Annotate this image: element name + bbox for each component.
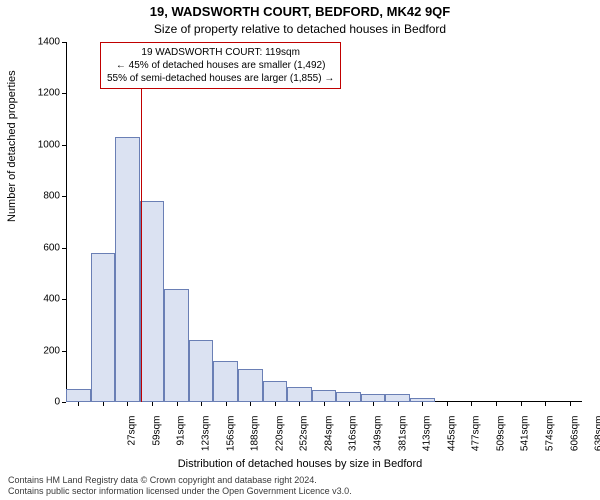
x-tick-mark <box>275 402 276 406</box>
footer-line2: Contains public sector information licen… <box>8 486 352 497</box>
x-tick-mark <box>545 402 546 406</box>
histogram-bar <box>115 137 140 402</box>
y-tick-mark <box>62 93 66 94</box>
x-tick-mark <box>127 402 128 406</box>
y-tick-label: 0 <box>20 397 60 408</box>
property-marker-line <box>141 42 142 402</box>
x-tick-mark <box>152 402 153 406</box>
annotation-line2: ← 45% of detached houses are smaller (1,… <box>107 59 334 72</box>
histogram-bar <box>385 394 410 402</box>
histogram-bar <box>213 361 238 402</box>
y-tick-label: 1000 <box>20 139 60 150</box>
histogram-bar <box>263 381 288 402</box>
x-tick-mark <box>373 402 374 406</box>
x-tick-mark <box>422 402 423 406</box>
plot-region: 020040060080010001200140027sqm59sqm91sqm… <box>66 42 582 402</box>
y-tick-mark <box>62 402 66 403</box>
annotation-box: 19 WADSWORTH COURT: 119sqm ← 45% of deta… <box>100 42 341 89</box>
y-tick-label: 200 <box>20 345 60 356</box>
histogram-bar <box>336 392 361 402</box>
x-tick-mark <box>398 402 399 406</box>
histogram-bar <box>238 369 263 402</box>
x-tick-mark <box>226 402 227 406</box>
footer-line1: Contains HM Land Registry data © Crown c… <box>8 475 352 486</box>
x-axis-label: Distribution of detached houses by size … <box>0 458 600 470</box>
y-tick-mark <box>62 42 66 43</box>
x-tick-mark <box>521 402 522 406</box>
histogram-bar <box>287 387 312 402</box>
y-axis-line <box>66 42 67 402</box>
histogram-bar <box>140 201 165 402</box>
x-tick-mark <box>349 402 350 406</box>
x-tick-mark <box>78 402 79 406</box>
chart-subtitle: Size of property relative to detached ho… <box>0 22 600 36</box>
chart-title: 19, WADSWORTH COURT, BEDFORD, MK42 9QF <box>0 4 600 19</box>
x-tick-mark <box>570 402 571 406</box>
x-tick-mark <box>250 402 251 406</box>
y-axis-label: Number of detached properties <box>6 70 18 222</box>
annotation-line1: 19 WADSWORTH COURT: 119sqm <box>107 46 334 59</box>
y-tick-label: 1200 <box>20 88 60 99</box>
y-tick-label: 800 <box>20 191 60 202</box>
x-tick-mark <box>177 402 178 406</box>
y-tick-mark <box>62 351 66 352</box>
y-tick-mark <box>62 145 66 146</box>
histogram-bar <box>164 289 189 402</box>
y-tick-mark <box>62 299 66 300</box>
x-tick-mark <box>299 402 300 406</box>
y-tick-label: 600 <box>20 242 60 253</box>
histogram-bar <box>91 253 116 402</box>
y-tick-label: 400 <box>20 294 60 305</box>
x-tick-mark <box>324 402 325 406</box>
annotation-line3: 55% of semi-detached houses are larger (… <box>107 72 334 85</box>
y-tick-mark <box>62 248 66 249</box>
histogram-bar <box>66 389 91 402</box>
x-tick-mark <box>471 402 472 406</box>
y-tick-mark <box>62 196 66 197</box>
histogram-bar <box>361 394 386 402</box>
histogram-bar <box>189 340 214 402</box>
y-tick-label: 1400 <box>20 37 60 48</box>
x-tick-mark <box>201 402 202 406</box>
x-tick-mark <box>103 402 104 406</box>
footer: Contains HM Land Registry data © Crown c… <box>8 475 352 498</box>
x-tick-mark <box>496 402 497 406</box>
histogram-bar <box>312 390 337 402</box>
chart-container: 19, WADSWORTH COURT, BEDFORD, MK42 9QF S… <box>0 0 600 500</box>
x-tick-mark <box>447 402 448 406</box>
